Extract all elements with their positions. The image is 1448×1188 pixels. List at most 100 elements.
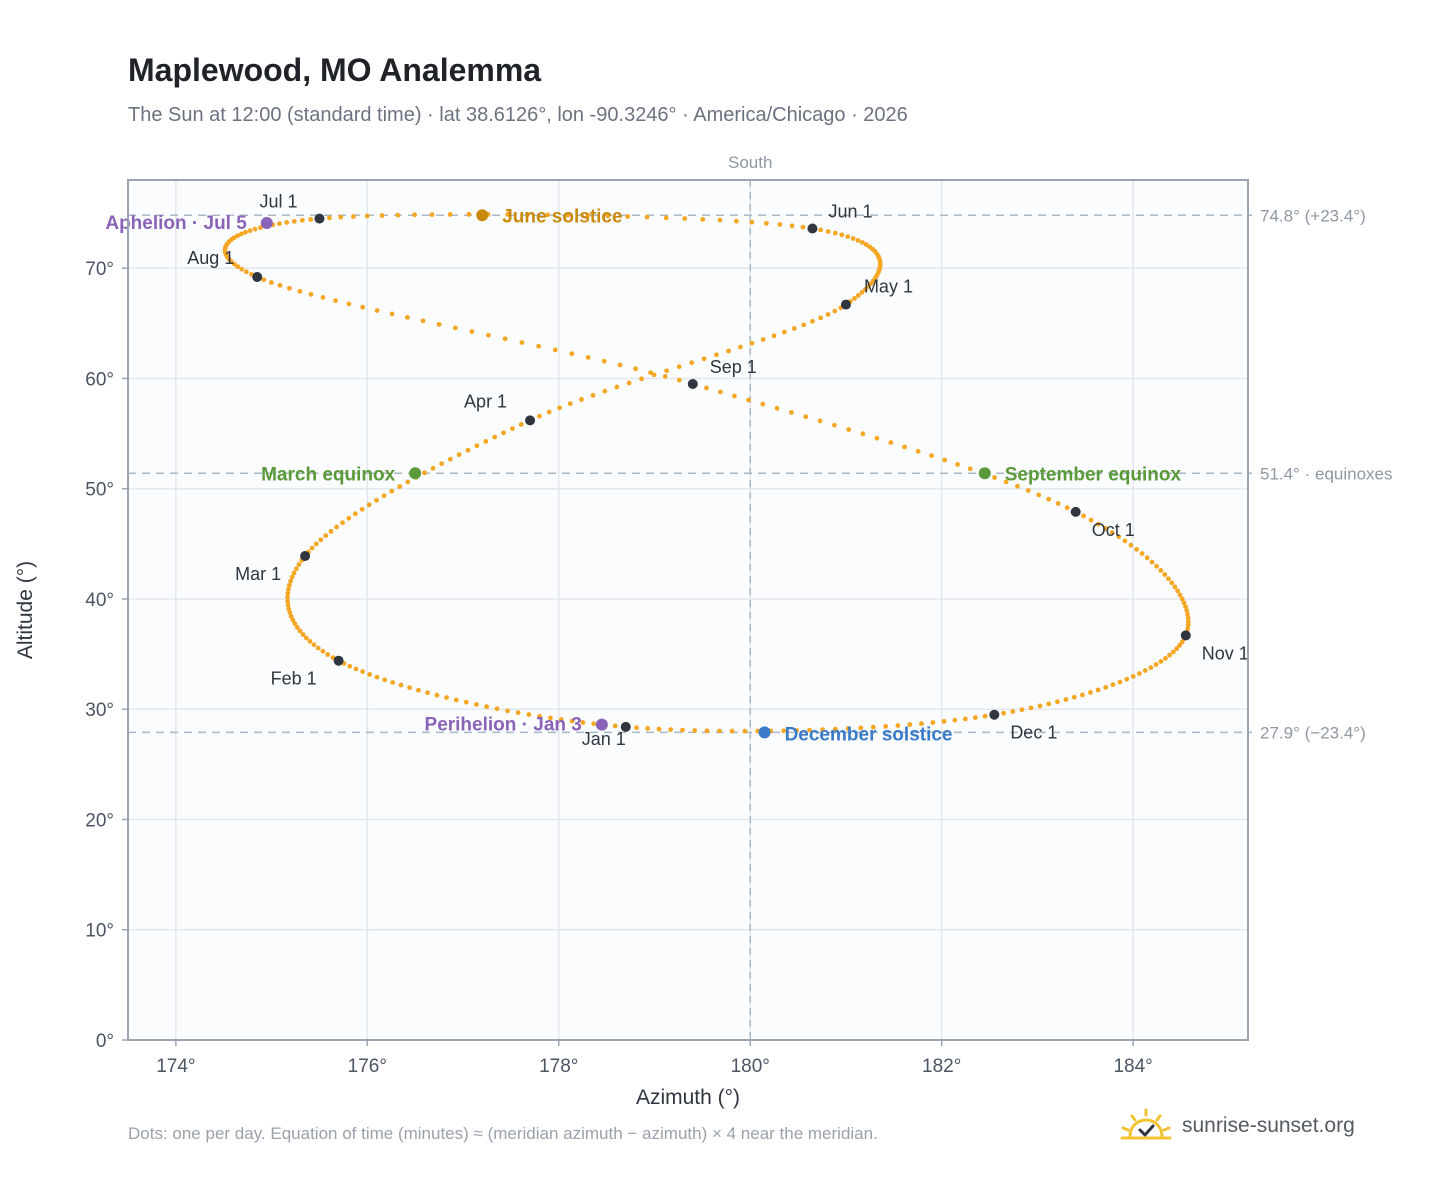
daily-sun-dot	[774, 405, 780, 411]
month-marker-label: Feb 1	[271, 669, 317, 689]
daily-sun-dot	[1095, 687, 1101, 693]
daily-sun-dot	[486, 332, 491, 338]
daily-sun-dot	[277, 282, 283, 288]
daily-sun-dot	[726, 348, 731, 354]
daily-sun-dot	[733, 218, 739, 224]
x-tick-label: 174°	[156, 1056, 195, 1077]
daily-sun-dot	[452, 325, 458, 331]
sun-check-icon	[1120, 1108, 1172, 1140]
daily-sun-dot	[1095, 521, 1101, 527]
daily-sun-dot	[1088, 517, 1094, 523]
daily-sun-dot	[846, 427, 852, 432]
daily-sun-dot	[962, 716, 968, 722]
daily-sun-dot	[505, 708, 510, 714]
daily-sun-dot	[420, 318, 426, 324]
daily-sun-dot	[350, 214, 356, 219]
daily-sun-dot	[353, 666, 359, 672]
daily-sun-dot	[569, 718, 575, 724]
daily-sun-dot	[296, 562, 302, 567]
daily-sun-dot	[308, 291, 314, 297]
daily-sun-dot	[580, 720, 586, 725]
daily-sun-dot	[1087, 690, 1093, 695]
daily-sun-dot	[888, 440, 894, 445]
daily-sun-dot	[1116, 534, 1122, 540]
daily-sun-dot	[546, 409, 552, 415]
daily-sun-dot	[286, 582, 292, 588]
daily-sun-dot	[338, 214, 344, 220]
daily-sun-dot	[453, 697, 459, 703]
month-marker-dot	[252, 272, 263, 283]
daily-sun-dot	[602, 388, 608, 394]
daily-sun-dot	[590, 392, 596, 398]
daily-sun-dot	[436, 321, 442, 327]
daily-sun-dot	[662, 373, 668, 379]
daily-sun-dot	[434, 692, 440, 698]
daily-sun-dot	[1124, 676, 1130, 682]
daily-sun-dot	[1117, 679, 1123, 685]
axes: 174° 176° 178° 180° 182° 184° 0° 10° 20° 30° 40° 50…	[14, 259, 1153, 1109]
daily-sun-dot	[952, 717, 958, 723]
daily-sun-dot	[285, 590, 291, 596]
daily-sun-dot	[1162, 572, 1168, 577]
daily-sun-dot	[1148, 665, 1154, 670]
plot-frame	[127, 179, 1249, 1041]
daily-sun-dot	[585, 355, 591, 360]
daily-sun-dot	[1001, 710, 1007, 716]
daily-sun-dot	[398, 682, 404, 688]
daily-sun-dot	[340, 520, 345, 526]
daily-sun-dot	[483, 439, 489, 444]
daily-sun-dot	[1109, 530, 1115, 535]
daily-sun-dot	[1169, 580, 1175, 586]
event-marker-dot	[758, 726, 771, 739]
daily-sun-dot	[591, 721, 597, 727]
daily-sun-dot	[1153, 662, 1159, 667]
daily-sun-dot	[1055, 699, 1060, 705]
daily-sun-dot	[360, 669, 366, 675]
daily-sun-dot	[492, 434, 498, 440]
daily-sun-dot	[729, 728, 735, 734]
daily-sun-dot	[407, 685, 412, 691]
daily-sun-dot	[832, 308, 838, 314]
daily-sun-dot	[320, 648, 326, 654]
daily-sun-dot	[663, 215, 669, 221]
daily-sun-dot	[700, 216, 706, 222]
daily-sun-dot	[992, 475, 997, 480]
month-marker-dot	[314, 213, 325, 224]
daily-sun-dot	[285, 594, 290, 600]
month-marker-label: Aug 1	[187, 248, 234, 268]
daily-sun-dot	[895, 723, 901, 728]
daily-sun-dot	[416, 687, 421, 693]
chart-title: Maplewood, MO Analemma	[128, 52, 542, 88]
daily-sun-dot	[444, 695, 449, 700]
daily-sun-dot	[737, 344, 743, 350]
daily-sun-dot	[803, 414, 809, 420]
y-axis-label: Altitude (°)	[14, 561, 37, 659]
daily-sun-dot	[634, 725, 639, 731]
event-marker-dot	[476, 209, 489, 222]
daily-sun-dot	[1170, 649, 1176, 655]
daily-sun-dot	[558, 717, 564, 722]
daily-sun-dot	[1028, 705, 1034, 711]
daily-sun-dot	[291, 218, 297, 224]
daily-sun-dot	[639, 376, 644, 382]
brand[interactable]: sunrise-sunset.org	[1120, 1104, 1355, 1148]
daily-sun-dot	[689, 360, 695, 366]
daily-sun-dot	[473, 702, 479, 707]
daily-sun-dot	[704, 728, 710, 734]
daily-sun-dot	[557, 405, 562, 411]
daily-sun-dot	[907, 722, 913, 727]
daily-sun-dot	[955, 462, 960, 467]
x-tick-label: 184°	[1113, 1056, 1152, 1077]
month-marker-dot	[300, 550, 311, 561]
month-marker-label: Jan 1	[582, 729, 626, 749]
daily-sun-dot	[732, 393, 737, 399]
daily-sun-dot	[972, 715, 978, 720]
daily-sun-dot	[352, 511, 358, 517]
daily-sun-dot	[617, 362, 623, 368]
daily-sun-dot	[1110, 682, 1116, 688]
daily-sun-dot	[612, 723, 618, 729]
daily-sun-dot	[760, 337, 766, 342]
daily-sun-dot	[382, 677, 388, 683]
daily-sun-dot	[277, 221, 282, 227]
daily-sun-dot	[855, 238, 861, 243]
